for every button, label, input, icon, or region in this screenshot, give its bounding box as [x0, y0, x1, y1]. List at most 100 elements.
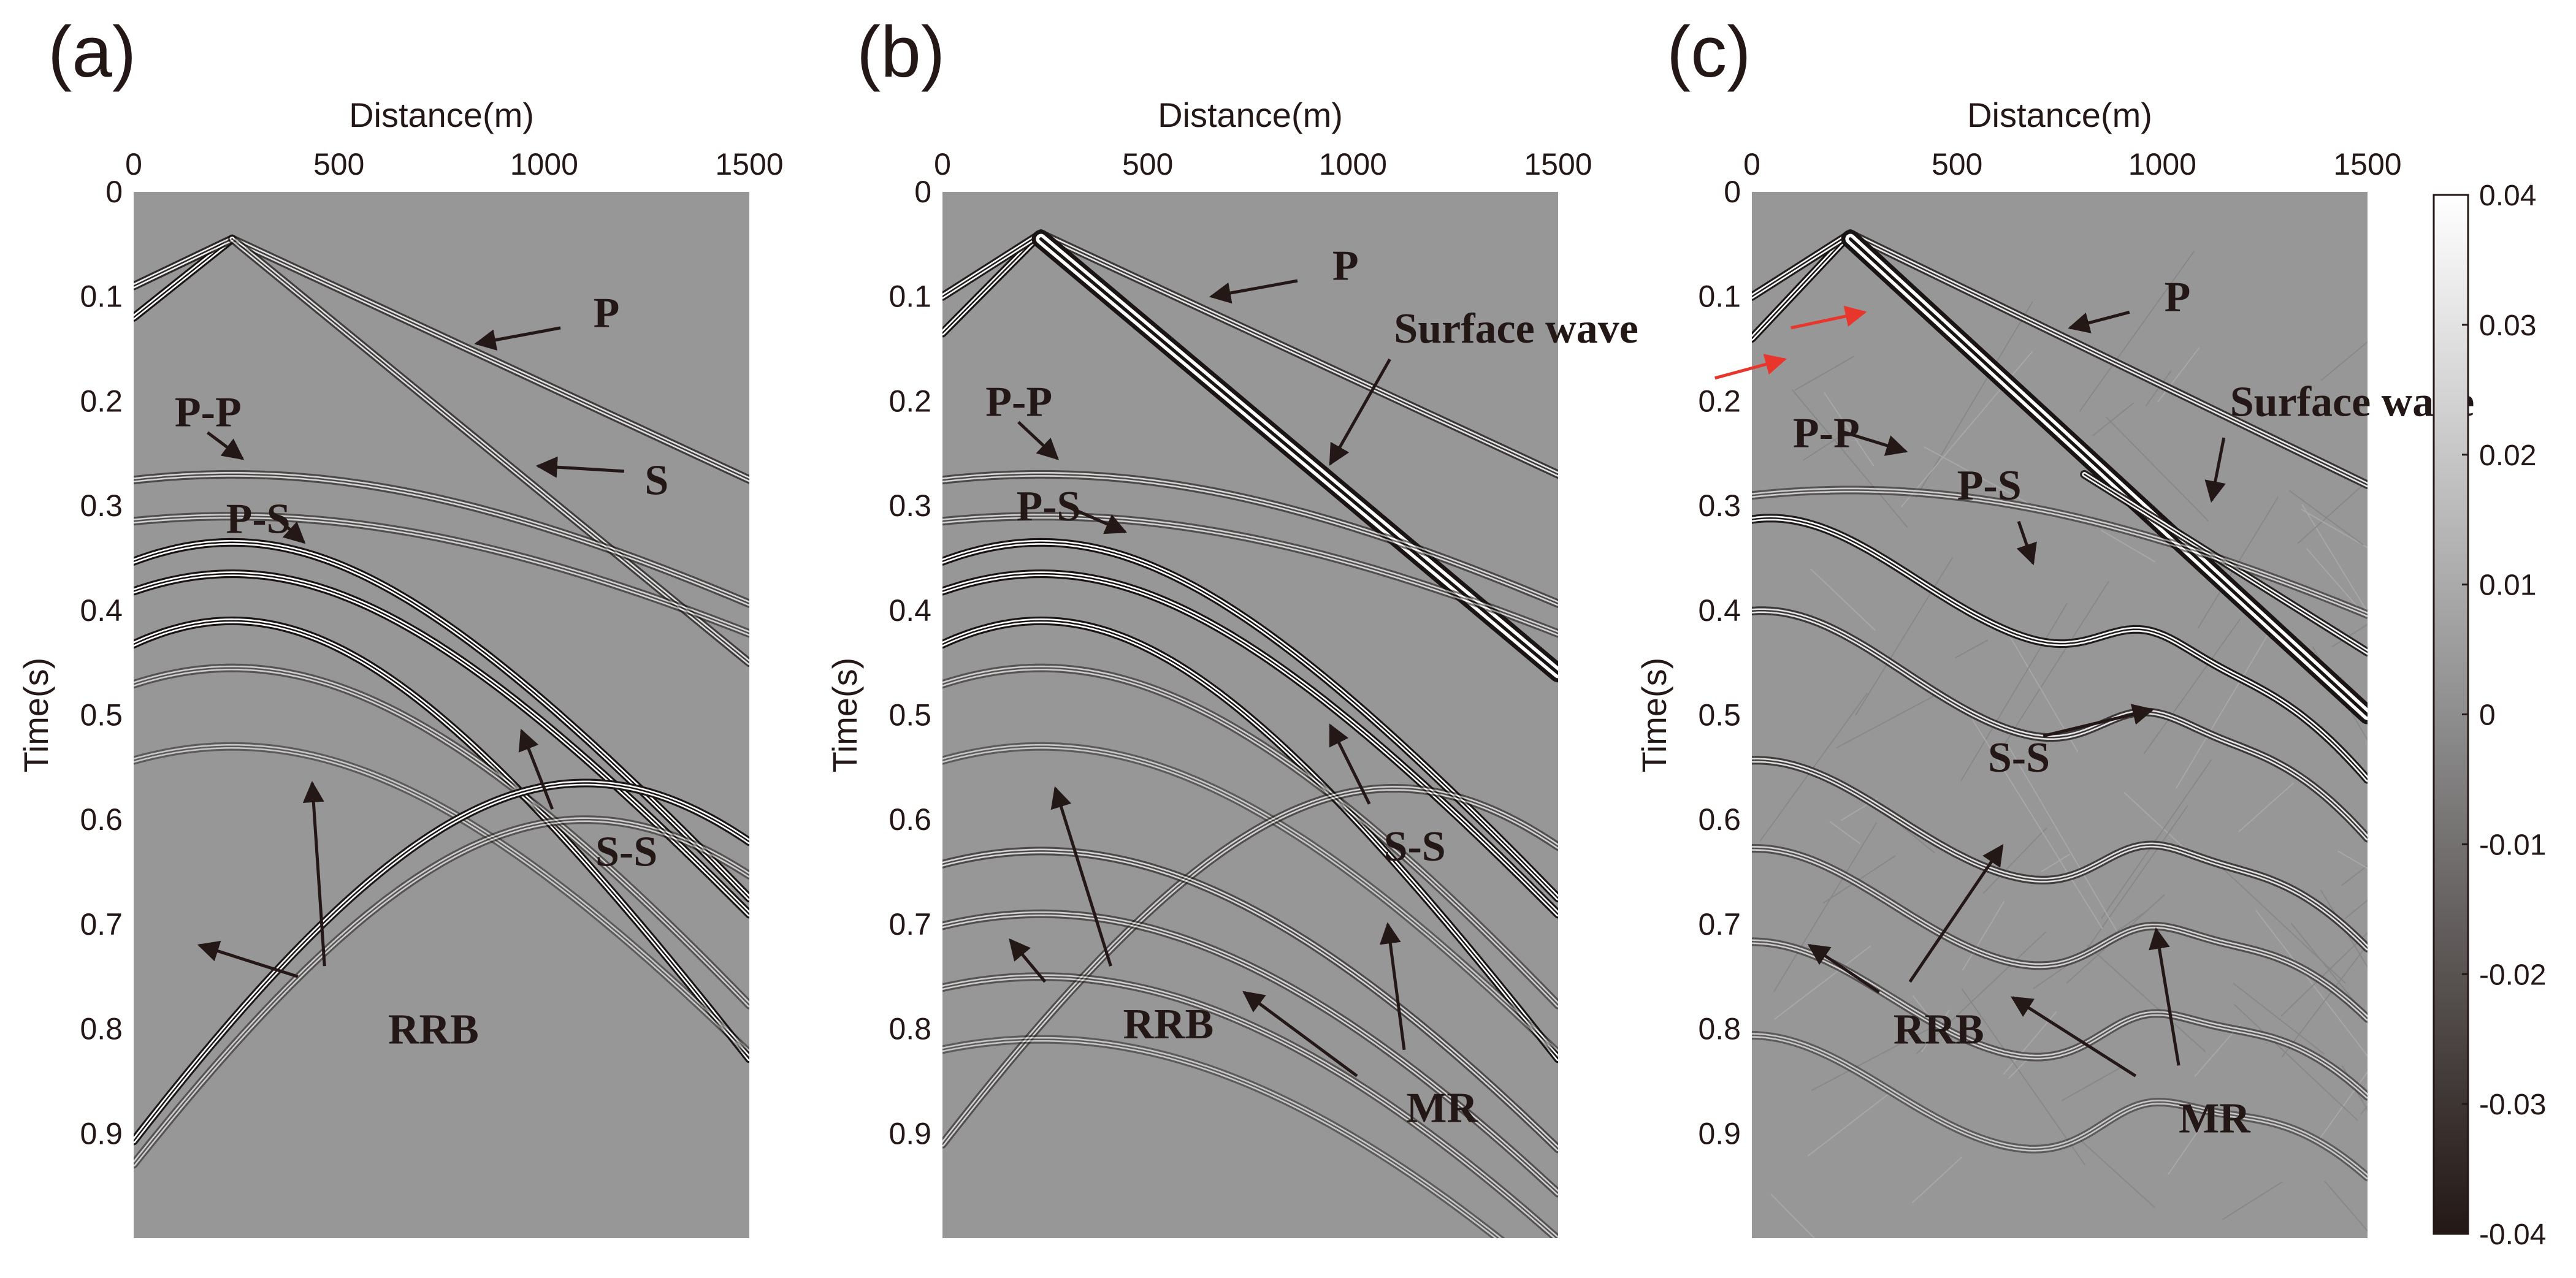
- x-tick-label: 1000: [1319, 147, 1387, 181]
- y-axis-title: Time(s): [17, 658, 55, 773]
- noise-streak: [2143, 618, 2241, 755]
- noise-streak: [2337, 850, 2368, 869]
- y-tick-label: 0.6: [1698, 802, 1741, 837]
- x-tick-label: 1500: [715, 147, 783, 181]
- y-tick-label: 0.9: [1698, 1116, 1741, 1151]
- y-tick-label: 0: [1724, 175, 1741, 209]
- wave-events: [1752, 229, 2368, 1238]
- noise-streak: [2175, 628, 2272, 789]
- noise-streak: [1759, 693, 1868, 842]
- annotation-label: P-S: [1016, 483, 1080, 530]
- annotation-arrow: [2204, 437, 2226, 503]
- y-tick-label: 0.1: [80, 280, 123, 314]
- noise-streak: [1955, 639, 1989, 659]
- annotation-arrow: [1837, 428, 1908, 456]
- event-weak-2: [942, 742, 1558, 1058]
- y-tick-label: 0.4: [80, 593, 123, 628]
- panel-label: (a): [48, 12, 136, 93]
- event-s: [227, 234, 749, 668]
- y-tick-label: 0.8: [889, 1012, 931, 1046]
- noise-streak: [1982, 827, 2047, 894]
- noise-streak: [1794, 356, 1855, 391]
- event-rrb-2: [134, 815, 749, 1169]
- y-tick-label: 0.8: [80, 1012, 123, 1046]
- annotation-arrow: [197, 940, 299, 978]
- event-weak-1: [942, 663, 1558, 1010]
- noise-streak: [2041, 853, 2071, 873]
- event-p-s-2: [942, 569, 1558, 919]
- event-rrb: [1752, 756, 2368, 953]
- x-tick-label: 500: [1122, 147, 1173, 181]
- noise-streak: [2145, 370, 2172, 406]
- annotation-label: P-S: [226, 496, 291, 543]
- event-p-left-2: [942, 229, 1045, 301]
- annotation-label: S-S: [1988, 734, 2050, 782]
- noise-streak: [2101, 759, 2212, 919]
- y-tick-label: 0.4: [1698, 593, 1741, 628]
- event-weak-2: [134, 742, 749, 1058]
- noise-streak: [2301, 508, 2368, 549]
- noise-streak: [1855, 557, 1954, 716]
- event-p-p: [134, 470, 749, 608]
- noise-streak: [2100, 529, 2156, 563]
- colorbar-tick-label: 0.04: [2479, 180, 2536, 212]
- noise-streak: [2238, 782, 2295, 832]
- annotation-arrow: [1908, 843, 2004, 983]
- y-tick-label: 0.5: [1698, 698, 1741, 732]
- event-p: [1036, 229, 1558, 479]
- annotation-arrow: [518, 728, 554, 810]
- colorbar-tick-label: 0.01: [2479, 569, 2536, 602]
- noise-streak: [2297, 480, 2368, 544]
- annotation-label: P: [594, 289, 620, 337]
- annotation-label: S-S: [1384, 823, 1446, 870]
- event-mr: [1752, 844, 2368, 1023]
- event-rrb: [942, 784, 1558, 1149]
- event-p-left-2: [134, 234, 237, 291]
- noise-streak: [2320, 341, 2368, 381]
- colorbar-tick-label: 0.03: [2479, 310, 2536, 342]
- y-tick-label: 0.1: [1698, 280, 1741, 314]
- noise-streak: [1836, 693, 1938, 749]
- annotation-arrow: [2043, 704, 2155, 738]
- y-tick-label: 0.6: [80, 802, 123, 837]
- annotation-arrow: [1209, 279, 1298, 304]
- noise-streak: [2123, 792, 2190, 853]
- colorbar: 0.04 0.03 0.02 0.01 0 -0.01 -0.02 -0.03 -0.04: [2433, 180, 2546, 1251]
- event-p-p-2: [134, 512, 749, 638]
- y-tick-label: 0.2: [889, 384, 931, 418]
- panel-b: (b) Distance(m) 0 500 1000 1500 0 0.1 0.2 0.3 0.4 0…: [825, 12, 1638, 1238]
- colorbar-tick-label: -0.04: [2479, 1219, 2546, 1251]
- annotation-label: P-P: [985, 378, 1052, 425]
- noise-streak: [1971, 719, 2103, 929]
- annotation-label: P: [2165, 274, 2191, 321]
- noise-streak: [1829, 821, 1861, 845]
- panel-c: (c) Distance(m) 0 500 1000 1500 0 0.1 0.2 0.3 0.4 0…: [1635, 12, 2474, 1238]
- annotation-label: S: [644, 457, 668, 504]
- noise-streak: [2004, 580, 2109, 744]
- colorbar-tick-label: -0.03: [2479, 1089, 2546, 1121]
- y-tick-label: 0.5: [889, 698, 931, 732]
- y-tick-label: 0.5: [80, 698, 123, 732]
- event-p: [1846, 229, 2368, 489]
- x-tick-label: 0: [125, 147, 142, 181]
- y-tick-label: 0.3: [1698, 489, 1741, 523]
- noise-streak: [2290, 922, 2361, 1010]
- x-tick-label: 1500: [2333, 147, 2401, 181]
- x-axis-title: Distance(m): [1967, 96, 2152, 134]
- y-tick-label: 0: [105, 175, 123, 209]
- panel-label: (c): [1667, 12, 1751, 93]
- annotation-arrow: [1379, 922, 1406, 1051]
- noise-streak: [2233, 1003, 2358, 1121]
- x-tick-label: 1000: [510, 147, 578, 181]
- annotation-label: RRB: [388, 1006, 479, 1054]
- noise-streak: [2233, 983, 2325, 1055]
- noise-streak: [2344, 899, 2368, 919]
- annotation-arrow: [206, 431, 245, 460]
- noise-streak: [1960, 603, 2068, 782]
- noise-streak: [1915, 301, 2033, 498]
- event-p-s-2: [134, 569, 749, 919]
- x-tick-label: 1500: [1524, 147, 1592, 181]
- noise-streak: [2324, 1181, 2368, 1232]
- colorbar-gradient: [2433, 194, 2469, 1235]
- event-mr-3: [942, 972, 1558, 1238]
